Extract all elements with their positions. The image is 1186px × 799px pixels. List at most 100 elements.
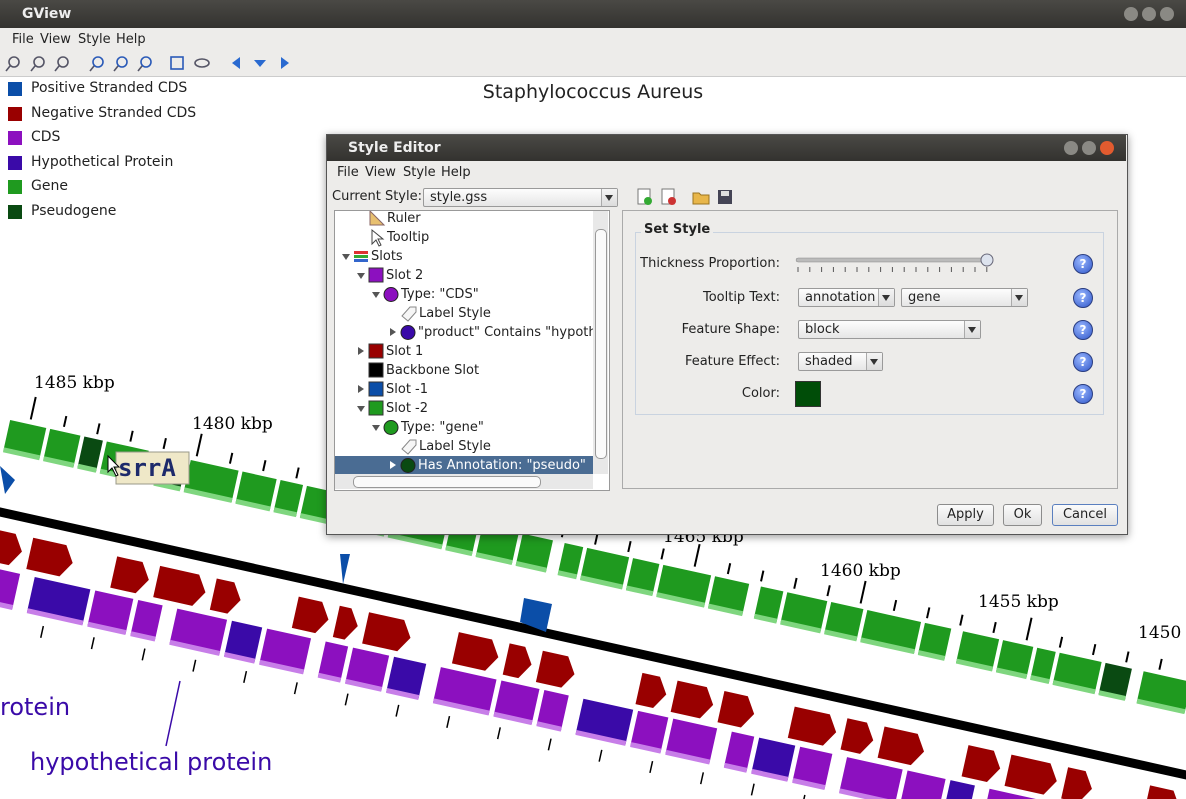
maximize-button[interactable] (1082, 141, 1096, 155)
apply-button[interactable]: Apply (937, 504, 994, 526)
tree-item[interactable]: "product" Contains "hypothe (335, 323, 593, 342)
legend-label: Pseudogene (31, 202, 117, 219)
scale-tick (295, 467, 300, 479)
color-swatch[interactable] (795, 381, 821, 407)
scale-label: 1485 kbp (34, 373, 115, 393)
effect-combo[interactable]: shaded (798, 352, 883, 371)
close-button[interactable] (1100, 141, 1114, 155)
menu-bar: File View Style Help (0, 28, 1186, 50)
tree-item[interactable]: Slot 2 (335, 266, 593, 285)
cds-feature-edge (536, 721, 562, 732)
tree-label: Slot 1 (386, 344, 424, 359)
minimize-button[interactable] (1124, 7, 1138, 21)
cds-feature (751, 737, 796, 781)
horizontal-scrollbar[interactable] (335, 474, 593, 489)
tree-label: Label Style (419, 439, 491, 454)
tree-expander (357, 406, 365, 412)
tooltip-text: srrA (118, 454, 176, 482)
menu-item[interactable]: Style (403, 165, 436, 180)
gene-feature-edge (753, 613, 778, 624)
help-button[interactable]: ? (1073, 384, 1093, 404)
menu-item[interactable]: File (337, 165, 359, 180)
gene-feature-edge (625, 585, 654, 597)
legend-swatch (8, 82, 22, 96)
tree-expander (372, 425, 380, 431)
current-style-combo[interactable]: style.gss (423, 188, 618, 207)
gene-feature-edge (1030, 675, 1050, 685)
scale-tick (726, 563, 732, 575)
gene-feature (626, 558, 660, 596)
menu-item[interactable]: File (12, 32, 34, 47)
tree-item[interactable]: Type: "gene" (335, 418, 593, 437)
tree-viewport: Ruler Tooltip Slots Slot 2 Type: "CDS" Label … (335, 211, 593, 474)
cancel-button[interactable]: Cancel (1052, 504, 1118, 526)
legend-label: Hypothetical Protein (31, 153, 174, 170)
ruler-icon (369, 211, 386, 226)
cds-feature (899, 770, 946, 799)
cds-feature (209, 578, 241, 614)
tree-item[interactable]: Slot 1 (335, 342, 593, 361)
tree-icon (358, 381, 384, 397)
maximize-button[interactable] (1142, 7, 1156, 21)
scale-tick (195, 433, 203, 457)
legend-swatch (8, 180, 22, 194)
cursor (107, 454, 121, 477)
tree-item[interactable]: Label Style (335, 304, 593, 323)
feature-label: hypothetical protein (30, 748, 272, 776)
slots-icon (354, 251, 368, 254)
help-button[interactable]: ? (1073, 352, 1093, 372)
set-style-group (635, 232, 1104, 415)
cds-feature (224, 620, 263, 663)
thickness-slider[interactable] (794, 250, 999, 276)
tree-icon (372, 287, 399, 302)
slot-icon (368, 400, 384, 416)
tree-label: Tooltip (387, 230, 430, 245)
scroll-thumb[interactable] (595, 229, 607, 459)
scale-tick (29, 396, 37, 420)
tree-item[interactable]: Has Annotation: "pseudo" (335, 456, 593, 474)
tree-label: Slot -2 (386, 401, 429, 416)
map-title: Staphylococcus Aureus (482, 81, 704, 103)
cds-feature-edge (259, 659, 305, 675)
help-button[interactable]: ? (1073, 254, 1093, 274)
menu-item[interactable]: Help (441, 165, 471, 180)
gene-feature-edge (387, 532, 443, 550)
gene-feature-edge (1052, 680, 1096, 695)
scale-tick (228, 452, 234, 464)
tree-item[interactable]: Slots (335, 247, 593, 266)
close-button[interactable] (1160, 7, 1174, 21)
shape-combo[interactable]: block (798, 320, 981, 339)
tree-label: Ruler (387, 211, 421, 226)
menu-item[interactable]: View (40, 32, 71, 47)
tree-item[interactable]: Backbone Slot (335, 361, 593, 380)
feature-tick (40, 625, 45, 638)
type-icon (383, 420, 399, 435)
tree-item[interactable]: Slot -1 (335, 380, 593, 399)
tree-item[interactable]: Ruler (335, 211, 593, 228)
feature-label: rotein (0, 693, 70, 721)
gene-feature (824, 602, 864, 641)
tooltip-combo[interactable]: annotation (798, 288, 895, 307)
gene-feature-edge (77, 463, 97, 473)
tree-item[interactable]: Tooltip (335, 228, 593, 247)
tree-label: Slot -1 (386, 382, 429, 397)
gene-feature-edge (515, 560, 547, 573)
gene-feature-edge (824, 629, 858, 642)
menu-item[interactable]: Help (116, 32, 146, 47)
minimize-button[interactable] (1064, 141, 1078, 155)
vertical-scrollbar[interactable] (593, 211, 608, 474)
ok-button[interactable]: Ok (1003, 504, 1042, 526)
tree-item[interactable]: Type: "CDS" (335, 285, 593, 304)
menu-item[interactable]: Style (78, 32, 111, 47)
tree-item[interactable]: Slot -2 (335, 399, 593, 418)
menu-item[interactable]: View (365, 165, 396, 180)
gene-feature-edge (995, 667, 1028, 680)
help-button[interactable]: ? (1073, 320, 1093, 340)
help-button[interactable]: ? (1073, 288, 1093, 308)
tooltip-combo[interactable]: gene (901, 288, 1028, 307)
toolbar (0, 50, 1186, 77)
tree-expander (357, 273, 365, 279)
scale-tick (1125, 651, 1130, 663)
scroll-thumb[interactable] (353, 476, 541, 488)
tree-item[interactable]: Label Style (335, 437, 593, 456)
